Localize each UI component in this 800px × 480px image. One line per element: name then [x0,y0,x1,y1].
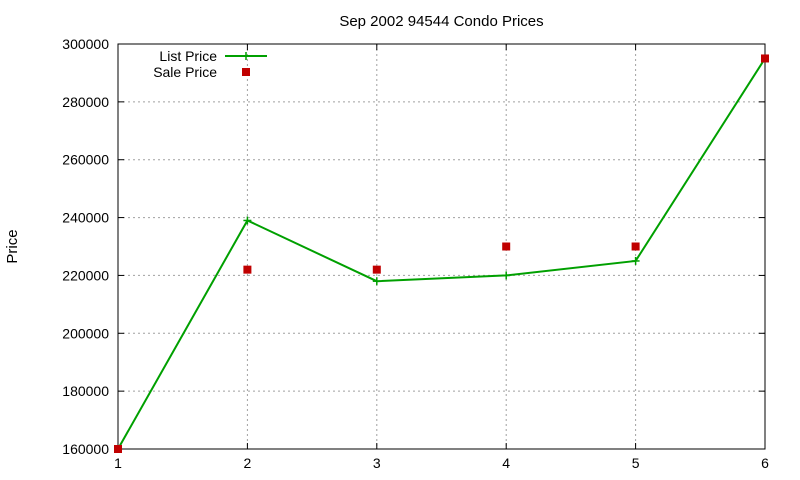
series-layer [114,54,769,453]
series-sale-price [114,54,769,453]
legend-item: Sale Price [153,64,250,80]
chart-title: Sep 2002 94544 Condo Prices [339,13,543,30]
data-point [114,445,122,453]
x-tick-label: 2 [244,455,252,471]
y-tick-label: 220000 [62,267,109,283]
legend-point-swatch [242,68,250,76]
x-tick-label: 6 [761,455,769,471]
legend-label: List Price [159,48,217,64]
series-list-price [114,54,769,453]
y-tick-label: 240000 [62,210,109,226]
y-tick-label: 280000 [62,94,109,110]
data-point [631,242,640,251]
data-point [243,265,252,274]
data-point [372,277,381,286]
data-point [502,271,511,280]
grid [118,44,765,449]
x-tick-label: 5 [632,455,640,471]
plot-frame [117,43,766,450]
data-point [631,256,640,265]
x-tick-label: 3 [373,455,381,471]
x-tick-label: 4 [502,455,510,471]
data-point [372,265,381,274]
y-tick-label: 180000 [62,383,109,399]
y-axis-label: Price [4,229,21,263]
y-tick-label: 260000 [62,152,109,168]
y-tick-label: 200000 [62,325,109,341]
y-tick-label: 300000 [62,36,109,52]
legend-label: Sale Price [153,64,217,80]
data-point [502,242,511,251]
data-point [243,216,252,225]
legend-item: List Price [159,48,267,64]
y-tick-label: 160000 [62,441,109,457]
x-tick-label: 1 [114,455,122,471]
series-line [117,57,766,450]
data-point [761,54,769,63]
axis-ticks: 1 2 3 4 5 6 160000 180000 200000 220000 240000 2600… [62,36,769,471]
